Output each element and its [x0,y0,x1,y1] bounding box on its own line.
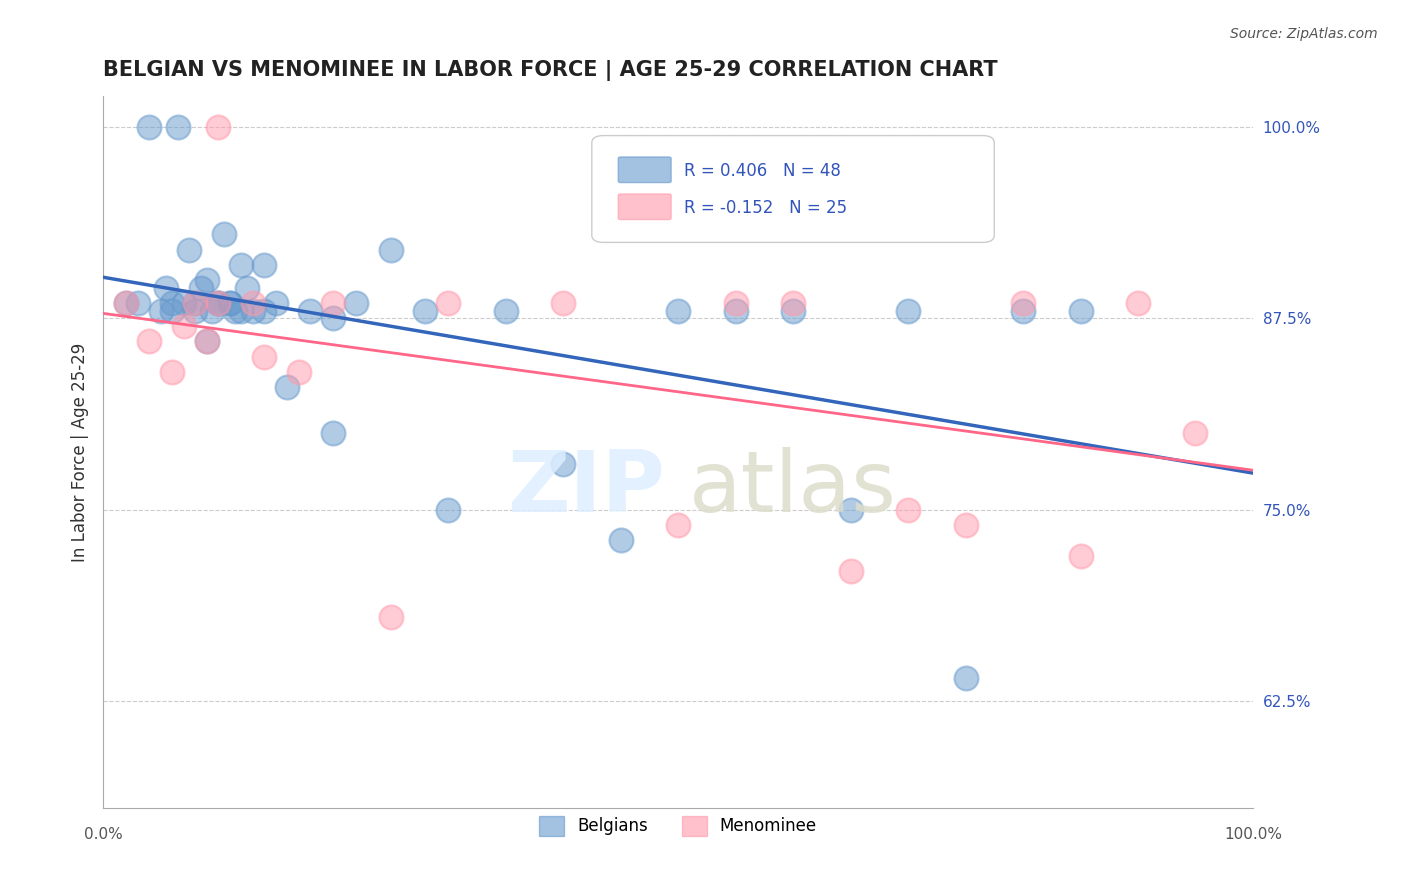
Point [380,610,402,624]
Point [167,120,190,134]
Point [218,296,240,310]
Text: ZIP: ZIP [508,447,665,530]
Point [253,303,276,318]
Point [224,303,246,318]
Point [218,296,240,310]
Point [413,303,436,318]
Point [212,227,235,242]
Point [173,319,195,334]
Text: 100.0%: 100.0% [1225,827,1282,842]
Point [195,334,218,349]
Text: 0.0%: 0.0% [84,827,122,842]
Point [782,303,804,318]
FancyBboxPatch shape [592,136,994,243]
Point [1126,296,1149,310]
Point [437,296,460,310]
Point [184,296,207,310]
Point [839,503,862,517]
Point [207,296,229,310]
Y-axis label: In Labor Force | Age 25-29: In Labor Force | Age 25-29 [72,343,89,562]
Point [666,303,689,318]
Point [229,258,252,272]
Point [190,281,212,295]
Text: R = 0.406   N = 48: R = 0.406 N = 48 [683,162,841,180]
Point [195,334,218,349]
Point [495,303,517,318]
Point [236,281,259,295]
Point [551,457,574,471]
Point [127,296,149,310]
Point [299,303,322,318]
Point [207,296,229,310]
Point [437,503,460,517]
Point [207,120,229,134]
Point [160,303,183,318]
Point [229,303,252,318]
Point [242,296,264,310]
Point [551,296,574,310]
Point [380,243,402,257]
Point [724,296,747,310]
Point [1069,303,1091,318]
Point [724,303,747,318]
Point [242,303,264,318]
Point [184,303,207,318]
Text: R = -0.152   N = 25: R = -0.152 N = 25 [683,199,846,218]
Point [609,533,631,548]
Point [155,281,177,295]
Point [160,296,183,310]
Point [344,296,367,310]
FancyBboxPatch shape [619,157,671,183]
Point [1012,303,1035,318]
Point [322,311,344,326]
Point [173,296,195,310]
Point [253,258,276,272]
Point [160,365,183,379]
Point [253,350,276,364]
Point [138,334,160,349]
Point [195,273,218,287]
Point [184,296,207,310]
Point [897,503,920,517]
Point [179,243,201,257]
Point [207,296,229,310]
Text: atlas: atlas [689,447,897,530]
Text: Source: ZipAtlas.com: Source: ZipAtlas.com [1230,27,1378,41]
Point [955,518,977,533]
Point [264,296,287,310]
Legend: Belgians, Menominee: Belgians, Menominee [533,809,824,843]
Point [782,296,804,310]
Point [149,303,172,318]
Point [1184,426,1206,441]
Text: BELGIAN VS MENOMINEE IN LABOR FORCE | AGE 25-29 CORRELATION CHART: BELGIAN VS MENOMINEE IN LABOR FORCE | AG… [103,60,998,80]
Point [115,296,138,310]
Point [322,296,344,310]
Point [1012,296,1035,310]
Point [666,518,689,533]
Point [955,671,977,685]
Point [1069,549,1091,563]
FancyBboxPatch shape [619,194,671,219]
Point [287,365,309,379]
Point [897,303,920,318]
Point [138,120,160,134]
Point [115,296,138,310]
Point [839,564,862,578]
Point [201,303,224,318]
Point [322,426,344,441]
Point [276,380,298,394]
